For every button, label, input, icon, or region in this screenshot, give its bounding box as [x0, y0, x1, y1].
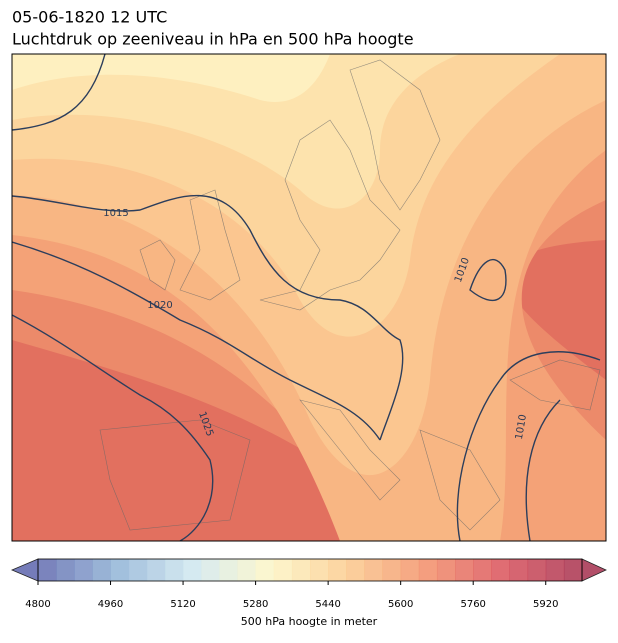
- colorbar-segment: [527, 559, 547, 581]
- colorbar-segment: [400, 559, 420, 581]
- colorbar-tick-label: 5120: [170, 599, 195, 610]
- colorbar-segment: [255, 559, 275, 581]
- colorbar-segment: [201, 559, 220, 581]
- contour-label: 1010: [514, 414, 529, 441]
- colorbar-label: 500 hPa hoogte in meter: [241, 615, 378, 628]
- colorbar-segment: [491, 559, 510, 581]
- colorbar-segment: [563, 559, 583, 581]
- colorbar-segment: [310, 559, 329, 581]
- title: 05-06-1820 12 UTC: [12, 8, 167, 27]
- colorbar-segment: [74, 559, 93, 581]
- colorbar-segment: [436, 559, 456, 581]
- colorbar-segment: [128, 559, 148, 581]
- colorbar-tick-label: 5760: [460, 599, 485, 610]
- colorbar-segment: [545, 559, 565, 581]
- map-frame: [11, 53, 607, 542]
- contour-label: 1015: [103, 208, 128, 219]
- colorbar-segment: [237, 559, 257, 581]
- colorbar-segment: [418, 559, 438, 581]
- colorbar-tick-label: 5280: [243, 599, 268, 610]
- colorbar-segment: [38, 559, 57, 581]
- colorbar-tick-label: 5600: [388, 599, 413, 610]
- colorbar-segment: [219, 559, 238, 581]
- colorbar-segment: [273, 559, 293, 581]
- colorbar-segment: [346, 559, 365, 581]
- colorbar-segment: [183, 559, 202, 581]
- colorbar-segment: [455, 559, 474, 581]
- colorbar-segment: [110, 559, 130, 581]
- colorbar-extend-low: [10, 558, 39, 582]
- colorbar-tick-label: 5920: [533, 599, 558, 610]
- colorbar-tick-label: 4800: [25, 599, 50, 610]
- colorbar-segment: [473, 559, 492, 581]
- colorbar-segment: [92, 559, 112, 581]
- colorbar-tick-label: 4960: [98, 599, 123, 610]
- colorbar-segment: [291, 559, 311, 581]
- colorbar-segment: [382, 559, 402, 581]
- colorbar-extend-high: [581, 558, 607, 582]
- colorbar-segment: [146, 559, 166, 581]
- colorbar-segment: [509, 559, 529, 581]
- map: [12, 54, 606, 541]
- subtitle: Luchtdruk op zeeniveau in hPa en 500 hPa…: [12, 30, 414, 49]
- colorbar-segment: [164, 559, 184, 581]
- colorbar-segment: [328, 559, 347, 581]
- colorbar-tick-label: 5440: [315, 599, 340, 610]
- colorbar: 4800 4960 5120 5280 5440 5600 5760 5920: [10, 558, 607, 610]
- colorbar-segment: [56, 559, 75, 581]
- colorbar-frame: [37, 558, 583, 582]
- contour-label: 1020: [147, 300, 172, 311]
- colorbar-segment: [364, 559, 384, 581]
